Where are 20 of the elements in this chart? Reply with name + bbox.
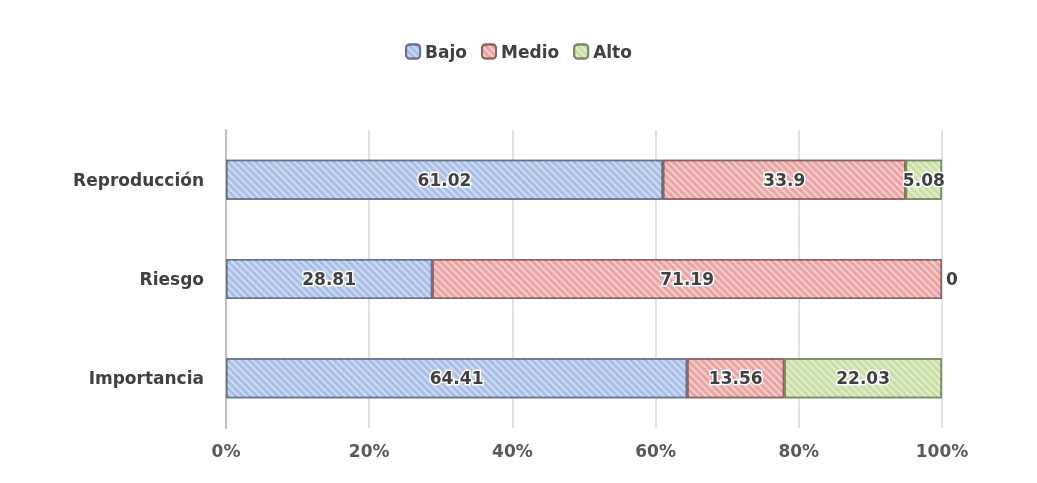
y-tick-label: Reproducción <box>73 169 204 190</box>
data-label: 61.02 <box>417 169 472 190</box>
legend-label: Bajo <box>425 41 468 62</box>
data-label: 33.9 <box>763 169 806 190</box>
x-tick-label: 80% <box>778 440 820 461</box>
data-label: 28.81 <box>302 269 357 289</box>
x-tick-label: 60% <box>635 440 676 461</box>
legend-label: Alto <box>593 41 632 62</box>
data-label: 64.41 <box>429 368 484 389</box>
x-tick-label: 20% <box>348 440 390 461</box>
x-tick-label: 0% <box>211 440 241 461</box>
x-tick-label: 100% <box>915 440 969 461</box>
data-label: 22.03 <box>836 368 891 389</box>
y-tick-label: Riesgo <box>139 269 204 289</box>
data-label: 71.19 <box>660 269 715 289</box>
data-label: 13.56 <box>708 368 763 389</box>
data-label: 0 <box>946 269 958 289</box>
x-tick-label: 40% <box>492 440 533 461</box>
y-tick-label: Importancia <box>88 368 204 389</box>
legend-label: Medio <box>501 41 560 62</box>
